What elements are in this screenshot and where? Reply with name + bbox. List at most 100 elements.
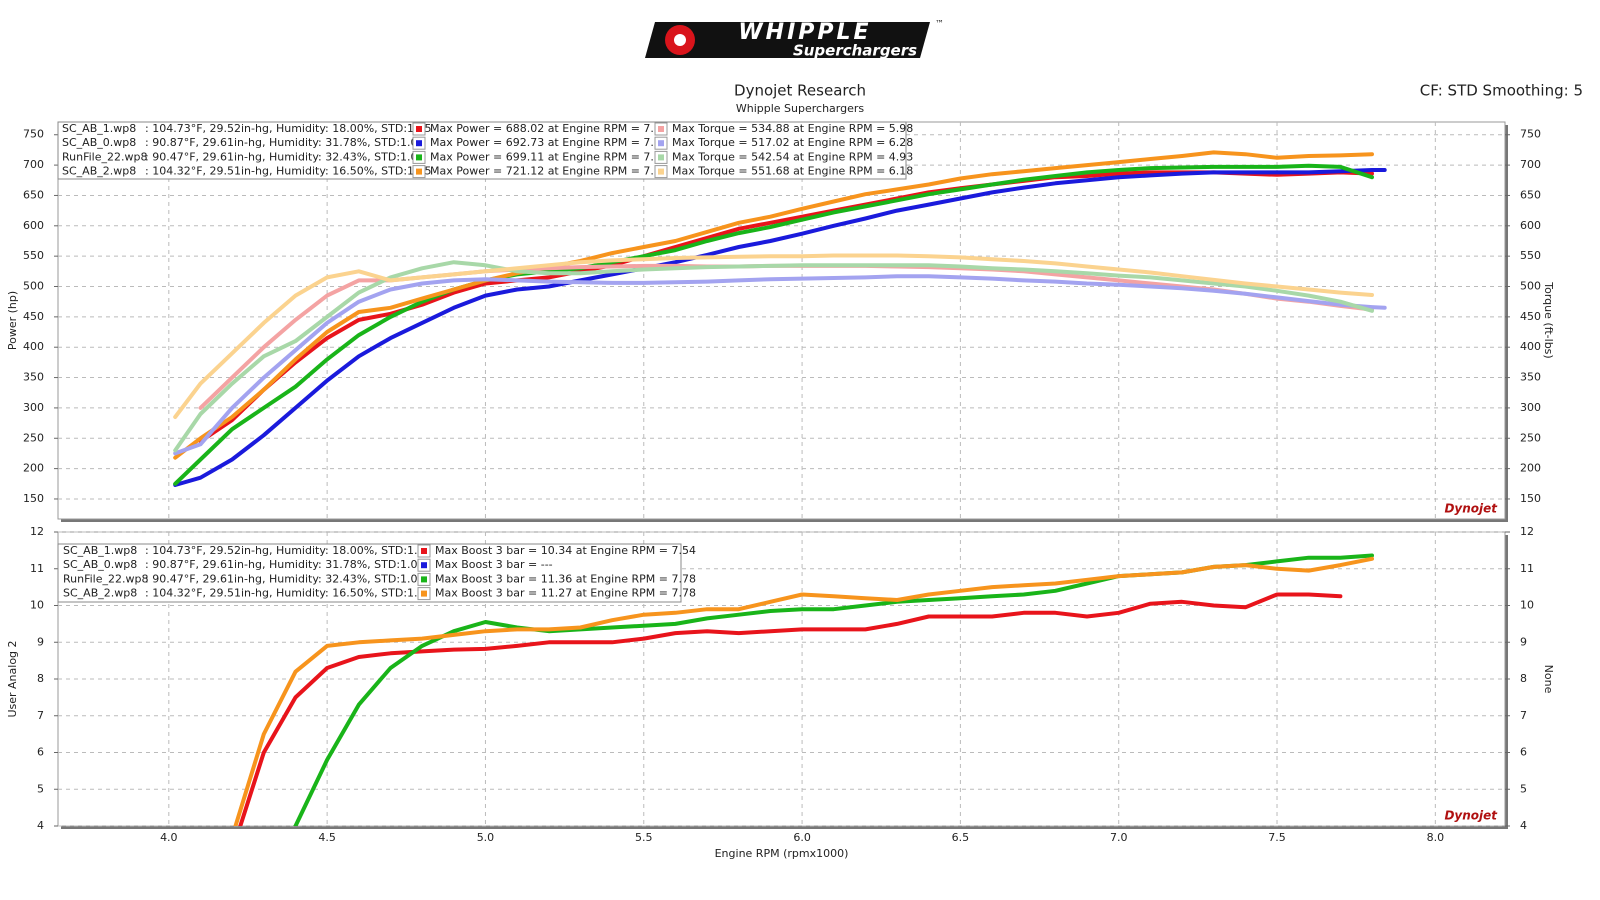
legend-file: SC_AB_0.wp8	[62, 136, 136, 149]
legend-file: RunFile_22.wp8	[63, 572, 148, 585]
y2-tick-label: 400	[1520, 340, 1541, 353]
y-axis-label: User Analog 2	[6, 640, 19, 717]
y2-tick-label: 7	[1520, 709, 1527, 722]
y2-tick-label: 10	[1520, 599, 1534, 612]
logo-icon-center	[674, 34, 686, 46]
logo: WHIPPLE Superchargers ™	[645, 20, 944, 60]
chart-panel: 4.0 4.5 5.0 5.5 6.0 6.5 7.0 7.5 8.0 4 5 6 7 8 9 10 11 12 4…	[6, 525, 1555, 860]
y-tick-label: 400	[23, 340, 44, 353]
y-tick-label: 12	[30, 525, 44, 538]
y-tick-label: 11	[30, 562, 44, 575]
chart-title: Dynojet Research	[734, 82, 866, 100]
x-tick-label: 5.0	[477, 831, 495, 844]
logo-sub: Superchargers	[793, 42, 917, 60]
legend-label: Max Power = 699.11 at Engine RPM = 7.61	[430, 150, 668, 163]
y-tick-label: 500	[23, 280, 44, 293]
logo-bg	[645, 22, 930, 58]
data-line	[173, 260, 1374, 453]
y-tick-label: 650	[23, 188, 44, 201]
legend-swatch	[421, 576, 427, 583]
legend-swatch	[658, 126, 664, 132]
y2-tick-label: 8	[1520, 672, 1527, 685]
y-tick-label: 550	[23, 249, 44, 262]
legend-swatch	[416, 154, 422, 161]
legend-conditions: : 90.87°F, 29.61in-hg, Humidity: 31.78%,…	[145, 136, 425, 149]
y2-tick-label: 350	[1520, 371, 1541, 384]
y2-tick-label: 650	[1520, 188, 1541, 201]
legend-label: Max Boost 3 bar = 10.34 at Engine RPM = …	[435, 544, 696, 557]
y-tick-label: 6	[37, 746, 44, 759]
data-line	[173, 163, 1374, 486]
y2-tick-label: 250	[1520, 431, 1541, 444]
y-tick-label: 10	[30, 599, 44, 612]
data-line	[173, 253, 1374, 419]
logo-word: WHIPPLE	[738, 20, 871, 45]
y2-tick-label: 750	[1520, 128, 1541, 141]
legend-label: Max Power = 721.12 at Engine RPM = 7.29	[430, 165, 668, 178]
legend-file: SC_AB_0.wp8	[63, 558, 137, 571]
data-line	[173, 150, 1374, 460]
data-line	[173, 168, 1387, 487]
legend-conditions: : 90.47°F, 29.61in-hg, Humidity: 32.43%,…	[145, 572, 425, 585]
y-tick-label: 200	[23, 462, 44, 475]
legend-file: SC_AB_2.wp8	[62, 165, 136, 178]
y-tick-label: 750	[23, 128, 44, 141]
legend-file: SC_AB_2.wp8	[63, 587, 137, 600]
watermark: Dynojet	[1444, 502, 1498, 516]
x-axis-label: Engine RPM (rpmx1000)	[715, 847, 849, 860]
chart-panel: 150 200 250 300 350 400 450 500 550 600 650 700 750 1…	[6, 121, 1555, 522]
y2-tick-label: 12	[1520, 525, 1534, 538]
y-tick-label: 4	[37, 819, 44, 832]
legend-conditions: : 104.32°F, 29.51in-hg, Humidity: 16.50%…	[145, 165, 432, 178]
legend-label: Max Power = 692.73 at Engine RPM = 7.84	[430, 136, 668, 149]
legend-conditions: : 104.32°F, 29.51in-hg, Humidity: 16.50%…	[145, 587, 432, 600]
y-tick-label: 450	[23, 310, 44, 323]
y2-tick-label: 6	[1520, 746, 1527, 759]
legend-swatch	[658, 140, 664, 147]
data-line	[173, 274, 1387, 456]
legend-conditions: : 90.87°F, 29.61in-hg, Humidity: 31.78%,…	[145, 558, 425, 571]
y2-tick-label: 150	[1520, 492, 1541, 505]
y2-tick-label: 9	[1520, 635, 1527, 648]
legend-label: Max Boost 3 bar = ---	[435, 558, 553, 571]
legend-file: SC_AB_1.wp8	[62, 122, 136, 135]
legend-label: Max Torque = 551.68 at Engine RPM = 6.18	[672, 165, 913, 178]
y-tick-label: 600	[23, 219, 44, 232]
legend-label: Max Power = 688.02 at Engine RPM = 7.78	[430, 122, 668, 135]
legend-swatch	[416, 140, 422, 147]
y-tick-label: 300	[23, 401, 44, 414]
legend-swatch	[416, 126, 422, 132]
legend-file: SC_AB_1.wp8	[63, 544, 137, 557]
logo-tm: ™	[935, 20, 944, 30]
legend-swatch	[421, 590, 427, 597]
legend-swatch	[416, 168, 422, 175]
y-tick-label: 700	[23, 158, 44, 171]
legend-label: Max Torque = 534.88 at Engine RPM = 5.98	[672, 122, 913, 135]
y2-tick-label: 500	[1520, 280, 1541, 293]
legend-swatch	[658, 154, 664, 161]
y2-tick-label: 700	[1520, 158, 1541, 171]
legend-label: Max Boost 3 bar = 11.27 at Engine RPM = …	[435, 587, 696, 600]
y2-tick-label: 600	[1520, 219, 1541, 232]
legend-conditions: : 104.73°F, 29.52in-hg, Humidity: 18.00%…	[145, 544, 432, 557]
y-tick-label: 7	[37, 709, 44, 722]
y-tick-label: 8	[37, 672, 44, 685]
x-tick-label: 7.5	[1268, 831, 1286, 844]
legend-swatch	[421, 562, 427, 569]
y2-tick-label: 4	[1520, 819, 1527, 832]
y-tick-label: 250	[23, 431, 44, 444]
y2-tick-label: 450	[1520, 310, 1541, 323]
legend-box	[57, 121, 907, 180]
y2-tick-label: 11	[1520, 562, 1534, 575]
y-tick-label: 5	[37, 782, 44, 795]
legend-label: Max Torque = 542.54 at Engine RPM = 4.93	[672, 150, 913, 163]
x-tick-label: 5.5	[635, 831, 653, 844]
y-tick-label: 9	[37, 635, 44, 648]
legend-swatch	[421, 548, 427, 554]
watermark: Dynojet	[1444, 809, 1498, 823]
plot-area	[57, 121, 1506, 520]
legend-box	[57, 543, 682, 603]
y-axis-label: Power (hp)	[6, 291, 19, 350]
legend-swatch	[658, 168, 664, 175]
